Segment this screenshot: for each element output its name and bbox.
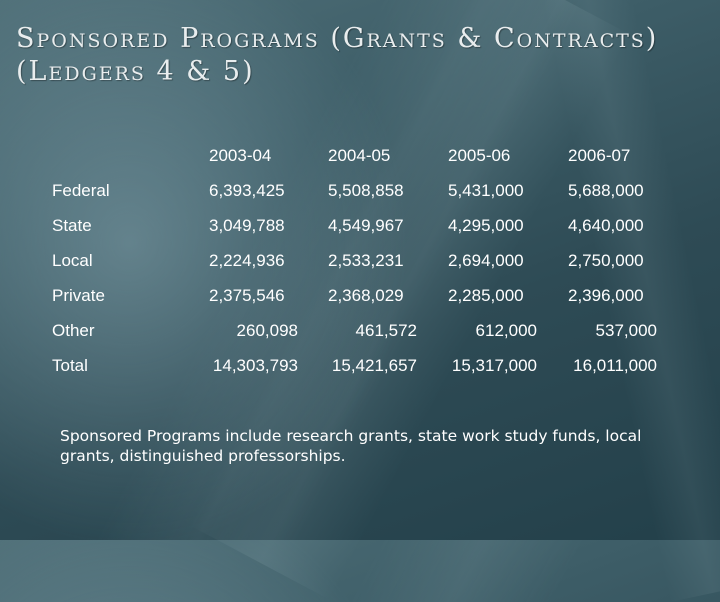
table-cell: 5,508,858 [328, 181, 404, 200]
column-header: 2006-07 [568, 146, 631, 165]
table-row: State 3,049,788 4,549,967 4,295,000 4,64… [0, 208, 720, 243]
slide-title-line-2: (Ledgers 4 & 5) [16, 56, 255, 87]
footnote-text: Sponsored Programs include research gran… [60, 426, 642, 465]
table-cell: 2,224,936 [209, 251, 285, 270]
table-cell: 461,572 [355, 321, 417, 340]
table-cell: 3,049,788 [209, 216, 285, 235]
table-cell: 2,368,029 [328, 286, 404, 305]
column-header: 2005-06 [448, 146, 511, 165]
table-row: Other 260,098 461,572 612,000 537,000 [0, 313, 720, 348]
row-label: State [52, 216, 92, 235]
row-label: Total [52, 356, 88, 375]
table-cell: 4,640,000 [568, 216, 644, 235]
slide-title: Sponsored Programs (Grants & Contracts) … [16, 22, 658, 88]
table-cell: 14,303,793 [212, 356, 298, 375]
table-row: Local 2,224,936 2,533,231 2,694,000 2,75… [0, 243, 720, 278]
table-cell: 2,285,000 [448, 286, 524, 305]
table-cell: 2,375,546 [209, 286, 285, 305]
table-cell: 5,688,000 [568, 181, 644, 200]
table-row: Federal 6,393,425 5,508,858 5,431,000 5,… [0, 173, 720, 208]
table-cell: 5,431,000 [448, 181, 524, 200]
table-cell: 2,694,000 [448, 251, 524, 270]
row-label: Other [52, 321, 95, 340]
table-cell: 612,000 [475, 321, 537, 340]
table-cell: 16,011,000 [573, 356, 657, 375]
row-label: Local [52, 251, 93, 270]
table-cell: 4,549,967 [328, 216, 404, 235]
table-cell: 2,750,000 [568, 251, 644, 270]
table-cell: 15,421,657 [331, 356, 417, 375]
table-cell: 4,295,000 [448, 216, 524, 235]
table-cell: 260,098 [236, 321, 298, 340]
table-cell: 6,393,425 [209, 181, 285, 200]
row-label: Federal [52, 181, 110, 200]
table-header-row: 2003-04 2004-05 2005-06 2006-07 [0, 138, 720, 173]
row-label: Private [52, 286, 105, 305]
table-cell: 2,533,231 [328, 251, 404, 270]
slide-title-line-1: Sponsored Programs (Grants & Contracts) [16, 23, 659, 54]
table-cell: 2,396,000 [568, 286, 644, 305]
table-cell: 537,000 [595, 321, 657, 340]
column-header: 2004-05 [328, 146, 391, 165]
column-header: 2003-04 [209, 146, 272, 165]
table-cell: 15,317,000 [451, 356, 537, 375]
table-row: Private 2,375,546 2,368,029 2,285,000 2,… [0, 278, 720, 313]
table-total-row: Total 14,303,793 15,421,657 15,317,000 1… [0, 348, 720, 383]
